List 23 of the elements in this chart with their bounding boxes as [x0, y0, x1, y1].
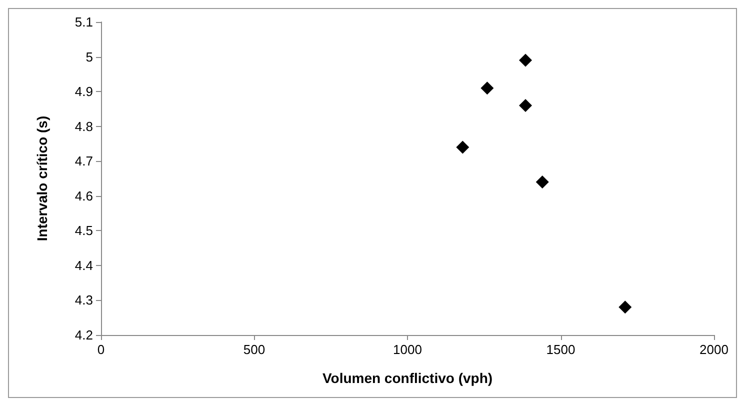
- point: [618, 300, 632, 314]
- x-axis-title: Volumen conflictivo (vph): [322, 370, 493, 386]
- y-tick-label: 4.4: [74, 258, 93, 273]
- x-tick-label: 2000: [700, 342, 728, 357]
- point: [519, 54, 532, 67]
- y-tick-label: 4.6: [74, 188, 93, 204]
- x-tick-label: 0: [97, 342, 105, 357]
- y-tick-label: 5: [86, 49, 93, 64]
- y-tick-label: 4.3: [74, 292, 93, 308]
- y-axis-title: Intervalo crítico (s): [34, 116, 50, 242]
- point: [536, 175, 549, 188]
- point: [456, 140, 470, 154]
- y-tick-label: 4.2: [74, 328, 93, 342]
- y-tick-label: 5.1: [74, 14, 93, 30]
- x-tick-label: 500: [243, 342, 266, 357]
- y-tick-label: 4.5: [74, 223, 93, 238]
- x-tick-label: 1500: [546, 342, 576, 357]
- point: [519, 98, 532, 112]
- point: [480, 82, 494, 95]
- x-tick-label: 1000: [393, 342, 422, 357]
- y-tick-label: 4.7: [74, 154, 93, 169]
- y-tick-label: 4.9: [74, 84, 93, 100]
- y-tick-label: 4.8: [74, 118, 93, 134]
